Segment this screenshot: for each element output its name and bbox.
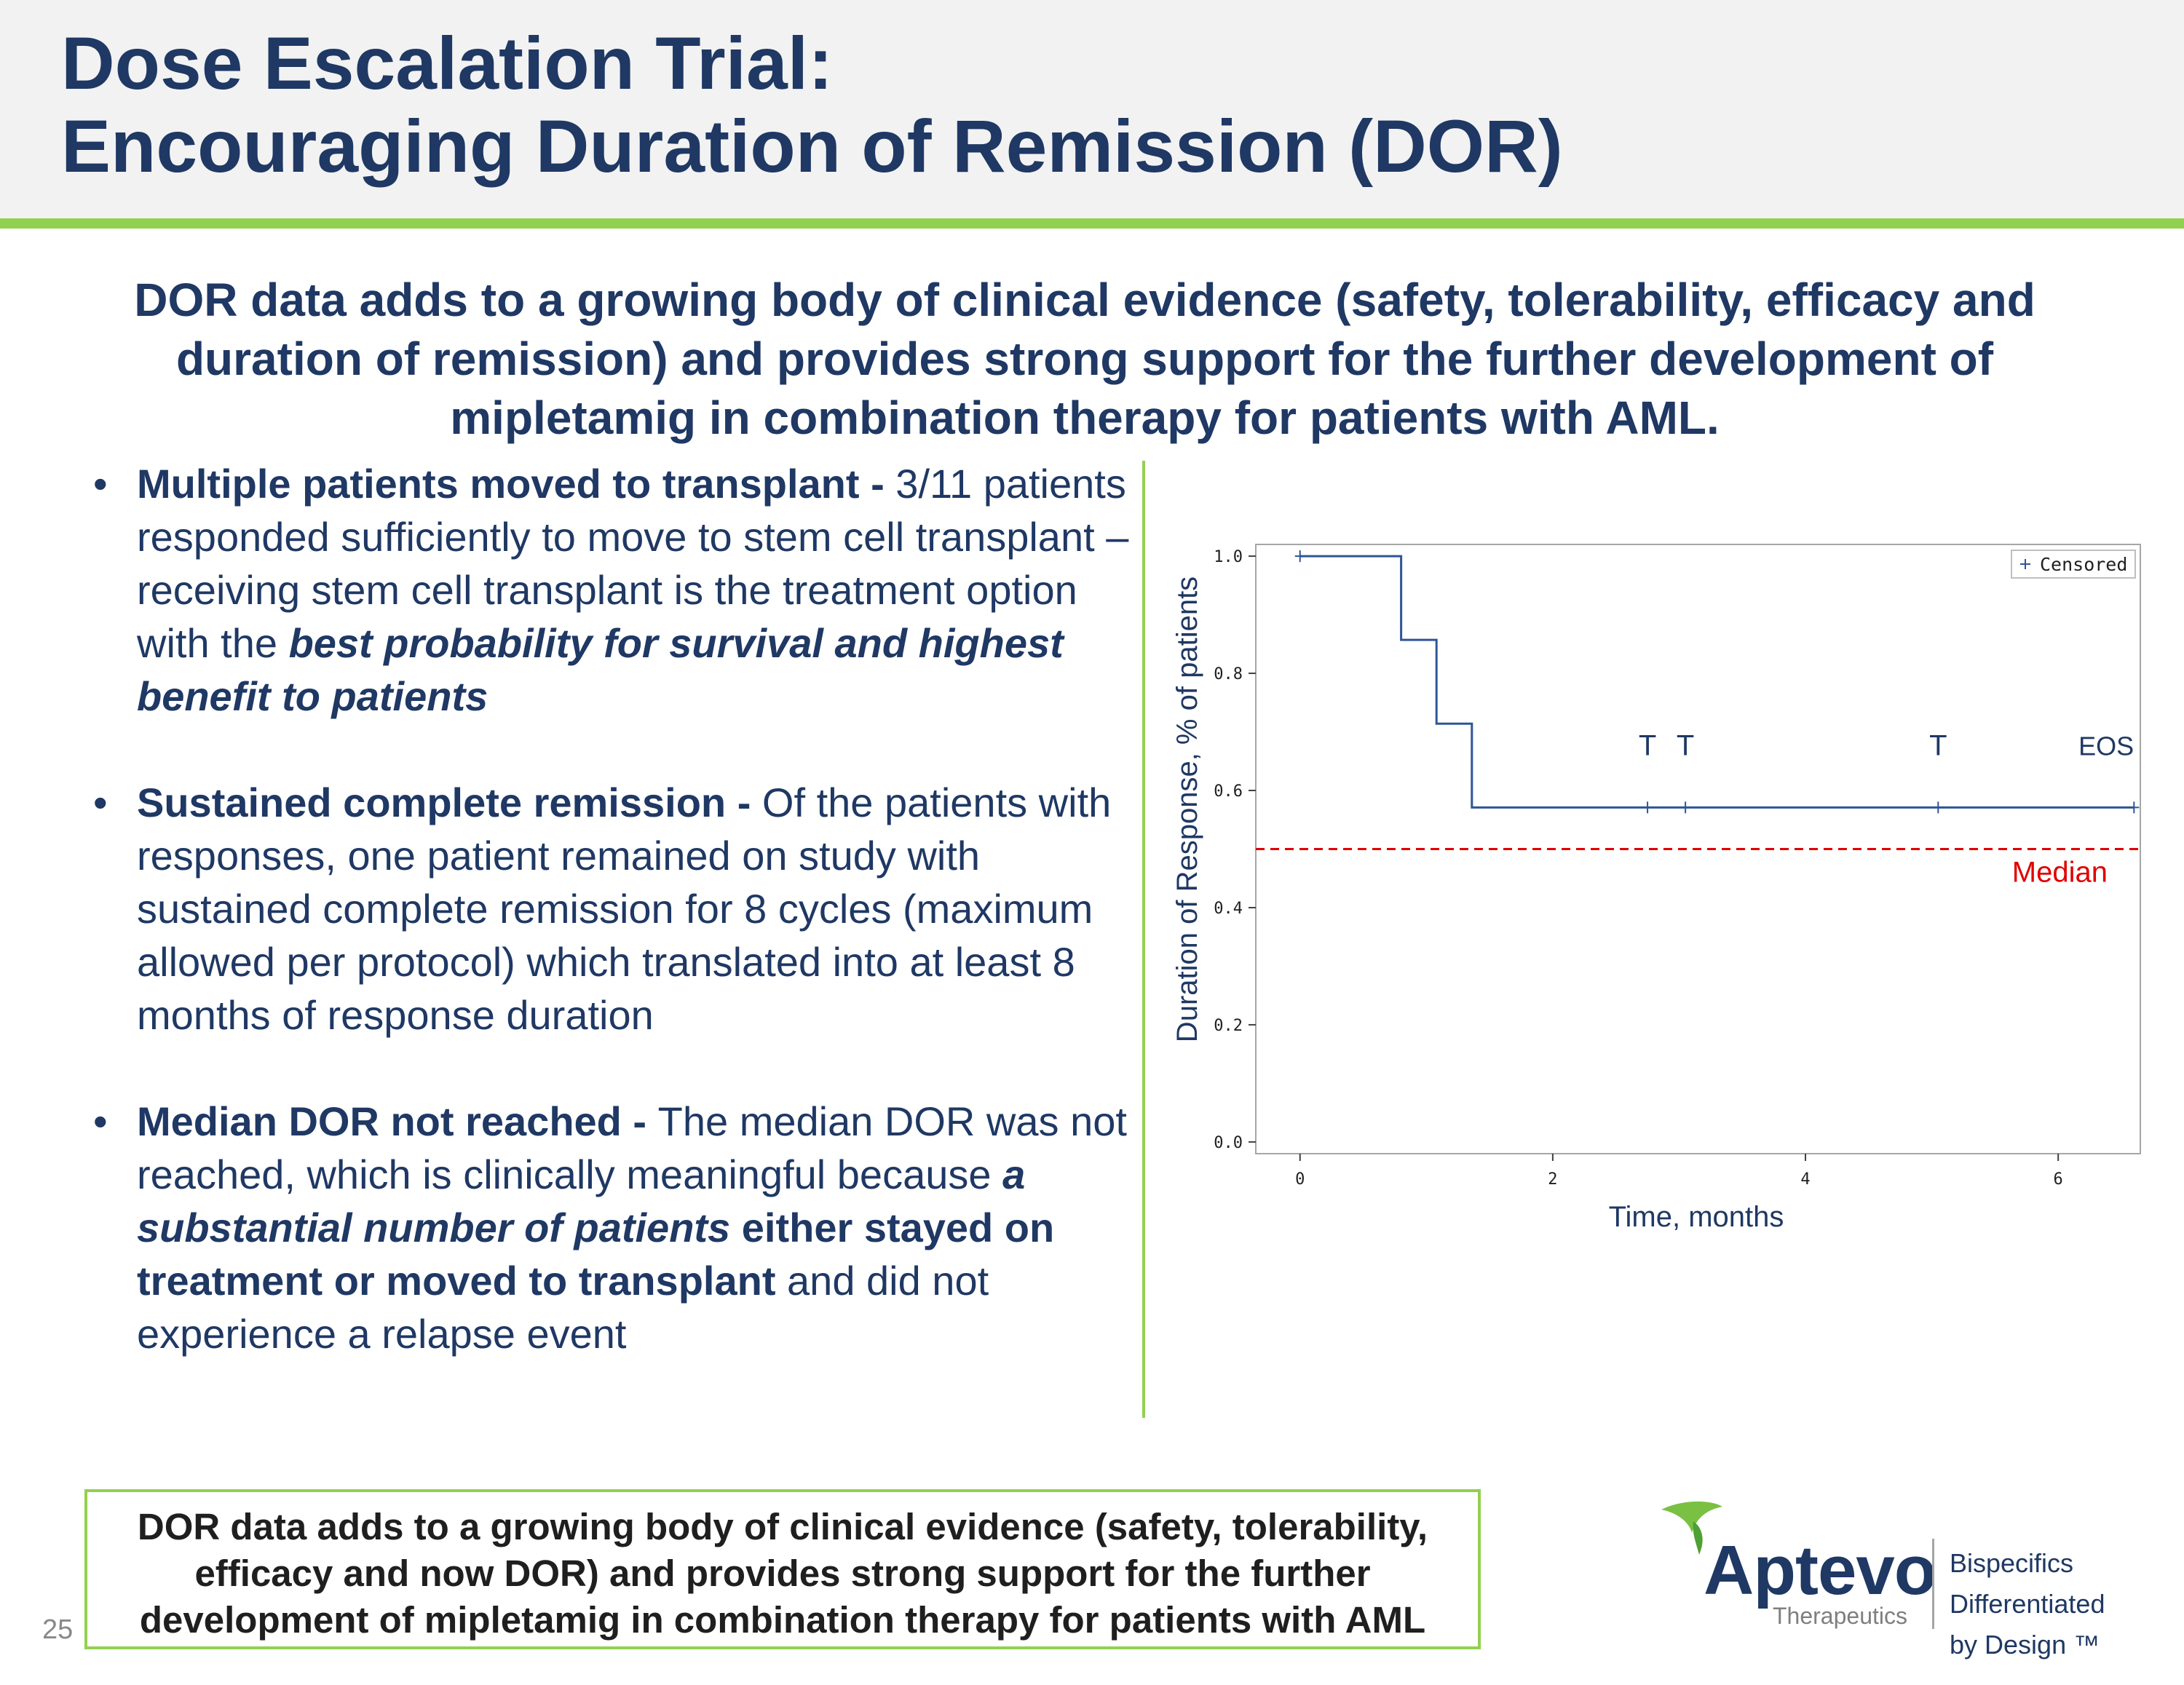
legend-entry: Censored bbox=[2040, 554, 2127, 575]
median-label: Median bbox=[2012, 857, 2108, 889]
censor-mark bbox=[2129, 801, 2140, 814]
km-step-line bbox=[1299, 555, 2134, 809]
y-tick-label: 0.6 bbox=[1214, 782, 1243, 801]
y-tick-label: 0.4 bbox=[1214, 900, 1243, 918]
bullet-emphasis: a substantial number of patients bbox=[137, 1151, 1026, 1250]
slide-number: 25 bbox=[42, 1614, 74, 1645]
y-tick-label: 0.8 bbox=[1214, 665, 1243, 683]
logo-divider bbox=[1932, 1539, 1934, 1629]
y-tick-label: 1.0 bbox=[1214, 548, 1243, 566]
bullet-text: Of the patients with responses, one pati… bbox=[137, 780, 1112, 1038]
logo-leaf-icon bbox=[1661, 1501, 1722, 1555]
bullet-bold-text: either stayed on treatment or moved to t… bbox=[137, 1205, 1055, 1304]
tagline-line-1: Bispecifics bbox=[1950, 1548, 2074, 1578]
y-axis-label: Duration of Response, % of patients bbox=[1171, 576, 1203, 1042]
legend: Censored bbox=[2011, 550, 2136, 579]
key-message: DOR data adds to a growing body of clini… bbox=[134, 274, 2035, 444]
conclusion-line-1: DOR data adds to a growing body of clini… bbox=[137, 1506, 1428, 1547]
x-axis-label: Time, months bbox=[1609, 1201, 1784, 1233]
x-tick-label: 0 bbox=[1295, 1170, 1305, 1189]
km-chart-svg: 0.00.20.40.60.81.00 2 4 6 Median T T T EOS Cen… bbox=[1171, 544, 2141, 1233]
logo-subtitle: Therapeutics bbox=[1773, 1603, 1907, 1629]
logo-tagline: Bispecifics Differentiated by Design ™ bbox=[1950, 1543, 2105, 1665]
bullet-lead: Multiple patients moved to transplant - bbox=[137, 461, 896, 507]
slide-title-line-2: Encouraging Duration of Remission (DOR) bbox=[61, 105, 1563, 188]
header-divider bbox=[0, 218, 2184, 229]
conclusion-line-2: efficacy and now DOR) and provides stron… bbox=[194, 1553, 1371, 1594]
bullet-lead: Sustained complete remission - bbox=[137, 780, 762, 825]
slide-header: Dose Escalation Trial: Encouraging Durat… bbox=[0, 0, 2184, 218]
conclusion-line-3: development of mipletamig in combination… bbox=[139, 1599, 1426, 1641]
bullet-tail: and did not experience a relapse event bbox=[137, 1258, 989, 1357]
x-tick-label: 4 bbox=[1800, 1170, 1810, 1189]
bullet-text: 3/11 patients responded sufficiently to … bbox=[137, 461, 1129, 666]
bullet-lead: Median DOR not reached - bbox=[137, 1098, 658, 1144]
legend-box bbox=[2011, 550, 2136, 579]
company-logo: Aptevo Therapeutics Bispecifics Differen… bbox=[1653, 1492, 2162, 1667]
logo-wordmark: Aptevo bbox=[1704, 1531, 1936, 1609]
km-chart: 0.0 0.2 0.4 0.6 0.8 1.0 0 2 4 6 Median T T T EOS Cen… bbox=[1165, 510, 2155, 1252]
slide-title-line-1: Dose Escalation Trial: bbox=[61, 22, 834, 105]
column-divider bbox=[1142, 461, 1145, 1418]
annotation-label: EOS bbox=[2078, 732, 2134, 761]
censor-mark bbox=[1933, 801, 1944, 814]
bullet-list: Multiple patients moved to transplant - … bbox=[93, 457, 1134, 1360]
x-tick-label: 2 bbox=[1548, 1170, 1557, 1189]
annotation-label: T bbox=[1929, 730, 1947, 762]
tagline-line-3: by Design ™ bbox=[1950, 1630, 2100, 1660]
tagline-line-2: Differentiated bbox=[1950, 1589, 2105, 1619]
censor-mark bbox=[1294, 550, 1305, 563]
x-tick-label: 6 bbox=[2054, 1170, 2063, 1189]
y-tick-label: 0.2 bbox=[1214, 1017, 1243, 1035]
censor-mark bbox=[1680, 801, 1691, 814]
y-tick-label: 0.0 bbox=[1214, 1134, 1243, 1152]
bullet-transplant: Multiple patients moved to transplant - … bbox=[93, 457, 1134, 723]
bullet-remission: Sustained complete remission - Of the pa… bbox=[93, 776, 1134, 1042]
annotation-label: T bbox=[1639, 730, 1656, 762]
censor-mark bbox=[1642, 801, 1653, 814]
bullet-median: Median DOR not reached - The median DOR … bbox=[93, 1095, 1134, 1360]
bullet-emphasis: best probability for survival and highes… bbox=[137, 620, 1064, 719]
conclusion-box: DOR data adds to a growing body of clini… bbox=[84, 1489, 1481, 1649]
slide-title: Dose Escalation Trial: Encouraging Durat… bbox=[61, 22, 1563, 188]
annotation-label: T bbox=[1677, 730, 1694, 762]
bullet-text: The median DOR was not reached, which is… bbox=[137, 1098, 1127, 1197]
